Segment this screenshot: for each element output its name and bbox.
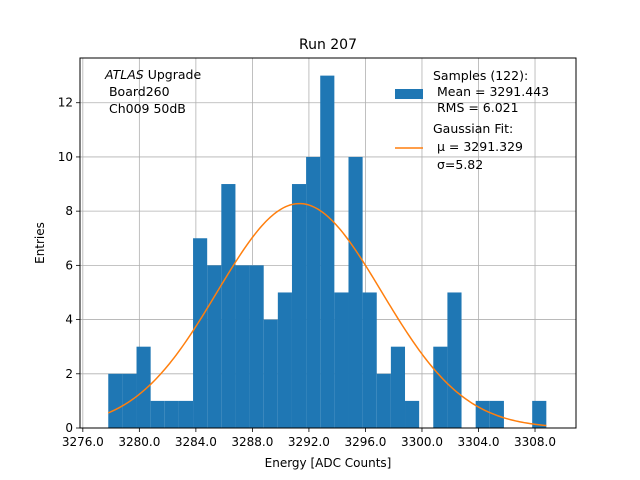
- histogram-bar: [405, 400, 420, 428]
- histogram-bar: [334, 292, 349, 428]
- histogram-bar: [291, 184, 307, 428]
- svg-text:ATLAS Upgrade: ATLAS Upgrade: [104, 67, 201, 82]
- legend-samples-title: Samples (122):: [433, 68, 528, 83]
- histogram-bar: [348, 156, 363, 428]
- x-tick-label: 3296.0: [344, 435, 386, 449]
- histogram-bar: [277, 292, 292, 428]
- upgrade-label: Upgrade: [144, 67, 202, 82]
- histogram-bar: [193, 238, 208, 428]
- plot-frame: [79, 57, 577, 429]
- x-tick-label: 3292.0: [288, 435, 330, 449]
- legend-samples-mean: Mean = 3291.443: [433, 84, 549, 99]
- y-tick-label: 12: [58, 96, 73, 110]
- histogram-bar: [150, 400, 165, 428]
- histogram-bar: [475, 400, 490, 428]
- y-axis-label: Entries: [33, 222, 47, 264]
- x-axis-ticks: 3276.0 3280.0 3284.0 3288.0 3292.0 3296.0 3300…: [62, 428, 556, 449]
- x-axis-label: Energy [ADC Counts]: [265, 456, 392, 470]
- histogram-bar: [221, 184, 236, 428]
- histogram-bar: [320, 75, 335, 428]
- x-tick-label: 3280.0: [118, 435, 160, 449]
- histogram-bar: [178, 400, 194, 428]
- legend-samples-rms: RMS = 6.021: [433, 100, 519, 115]
- gaussian-fit-curve: [107, 202, 547, 427]
- x-tick-label: 3284.0: [175, 435, 217, 449]
- histogram-bar: [489, 400, 504, 428]
- histogram-bar: [306, 156, 321, 428]
- histogram-bar: [447, 292, 462, 428]
- y-tick-label: 2: [65, 367, 73, 381]
- histogram-bar: [164, 400, 179, 428]
- histogram-bar: [263, 319, 278, 428]
- x-tick-label: 3288.0: [231, 435, 273, 449]
- x-tick-label: 3308.0: [514, 435, 556, 449]
- histogram-bar: [376, 373, 391, 428]
- legend-samples-swatch: [395, 89, 423, 99]
- chart-title: Run 207: [299, 37, 357, 53]
- y-tick-label: 8: [65, 204, 73, 218]
- histogram-bar: [249, 265, 264, 428]
- legend-fit-sigma: σ=5.82: [433, 157, 483, 172]
- x-tick-label: 3276.0: [62, 435, 104, 449]
- channel-label: Ch009 50dB: [105, 101, 186, 116]
- y-axis-ticks: 0 2 4 6 8 10 12: [58, 96, 80, 435]
- run-annotation: ATLAS Upgrade Board260 Ch009 50dB: [104, 67, 201, 116]
- histogram-bar: [108, 373, 123, 428]
- fit-curve-path: [107, 202, 547, 427]
- x-tick-label: 3300.0: [401, 435, 443, 449]
- x-tick-label: 3304.0: [457, 435, 499, 449]
- legend-fit-title: Gaussian Fit:: [433, 121, 513, 136]
- atlas-label: ATLAS: [104, 67, 144, 82]
- y-tick-label: 4: [65, 313, 73, 327]
- histogram-bar: [532, 400, 547, 428]
- histogram-bar: [390, 346, 406, 428]
- legend: Samples (122): Mean = 3291.443 RMS = 6.0…: [395, 68, 549, 172]
- histogram-bar: [136, 346, 151, 428]
- y-tick-label: 10: [58, 150, 73, 164]
- histogram-bar: [235, 265, 250, 428]
- y-tick-label: 6: [65, 258, 73, 272]
- y-tick-label: 0: [65, 421, 73, 435]
- histogram-bar: [362, 292, 377, 428]
- histogram-bars: [108, 75, 547, 428]
- histogram-bar: [207, 265, 222, 428]
- histogram-bar: [433, 346, 448, 428]
- legend-fit-mu: μ = 3291.329: [433, 139, 523, 154]
- board-label: Board260: [105, 84, 170, 99]
